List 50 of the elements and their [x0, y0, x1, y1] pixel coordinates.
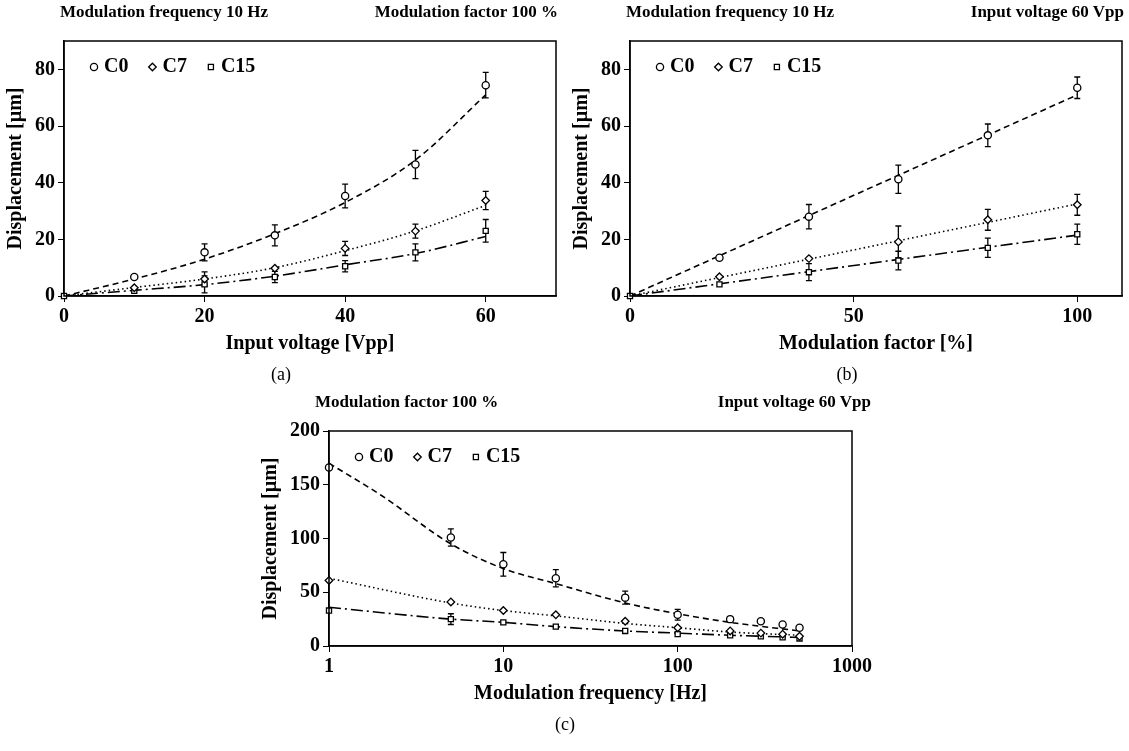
legend-label: C0 — [670, 54, 695, 77]
chart-subtitle: Input voltage 60 Vpp — [970, 2, 1124, 23]
y-tick-label: 60 — [601, 113, 621, 136]
x-tick-label: 60 — [475, 304, 496, 327]
text: (b) — [835, 364, 859, 385]
y-tick-label: 60 — [35, 113, 55, 136]
y-tick-label: 80 — [601, 56, 621, 79]
x-tick-label: 100 — [1062, 304, 1093, 327]
y-tick-label: 200 — [290, 418, 320, 441]
y-axis-title: Displacement [µm] — [3, 87, 27, 250]
legend-label: C15 — [786, 54, 822, 77]
legend-label: C7 — [728, 54, 753, 77]
y-tick-label: 80 — [35, 56, 55, 79]
legend-label: C0 — [369, 444, 394, 467]
x-tick-label: 20 — [194, 304, 215, 327]
legend-label: C0 — [104, 54, 129, 77]
y-tick-label: 40 — [35, 169, 55, 192]
x-tick-label: 40 — [335, 304, 356, 327]
y-tick-label: 100 — [290, 525, 320, 548]
x-tick-label: 50 — [843, 304, 864, 327]
y-tick-label: 20 — [601, 226, 621, 249]
x-tick-label: 100 — [662, 654, 693, 677]
legend-label: C15 — [220, 54, 256, 77]
chart-subtitle: Input voltage 60 Vpp — [717, 392, 871, 413]
x-tick-label: 1 — [324, 654, 334, 677]
y-tick-label: 0 — [45, 283, 55, 306]
legend-label: C7 — [427, 444, 452, 467]
x-tick-label: 0 — [59, 304, 69, 327]
text: (c) — [554, 714, 576, 735]
legend-label: C7 — [162, 54, 187, 77]
y-tick-label: 50 — [300, 579, 320, 602]
chart-title: Modulation frequency 10 Hz — [626, 2, 834, 23]
text: (a) — [270, 364, 292, 385]
x-axis-title: Modulation factor [%] — [778, 331, 974, 354]
x-tick-label: 0 — [625, 304, 635, 327]
chart-title: Modulation factor 100 % — [315, 392, 499, 413]
x-axis-title: Input voltage [Vpp] — [225, 331, 395, 355]
x-axis-title: Modulation frequency [Hz] — [474, 681, 707, 705]
y-tick-label: 0 — [611, 283, 621, 306]
chart-subtitle: Modulation factor 100 % — [374, 2, 558, 23]
chart-title: Modulation frequency 10 Hz — [60, 2, 268, 23]
y-tick-label: 0 — [310, 633, 320, 656]
y-axis-title: Displacement [µm] — [258, 457, 282, 620]
x-tick-label: 1000 — [832, 654, 872, 677]
y-tick-label: 40 — [601, 169, 621, 192]
legend-label: C15 — [485, 444, 521, 467]
y-tick-label: 150 — [290, 471, 320, 494]
y-tick-label: 20 — [35, 226, 55, 249]
x-tick-label: 10 — [493, 654, 514, 677]
y-axis-title: Displacement [µm] — [569, 87, 593, 250]
